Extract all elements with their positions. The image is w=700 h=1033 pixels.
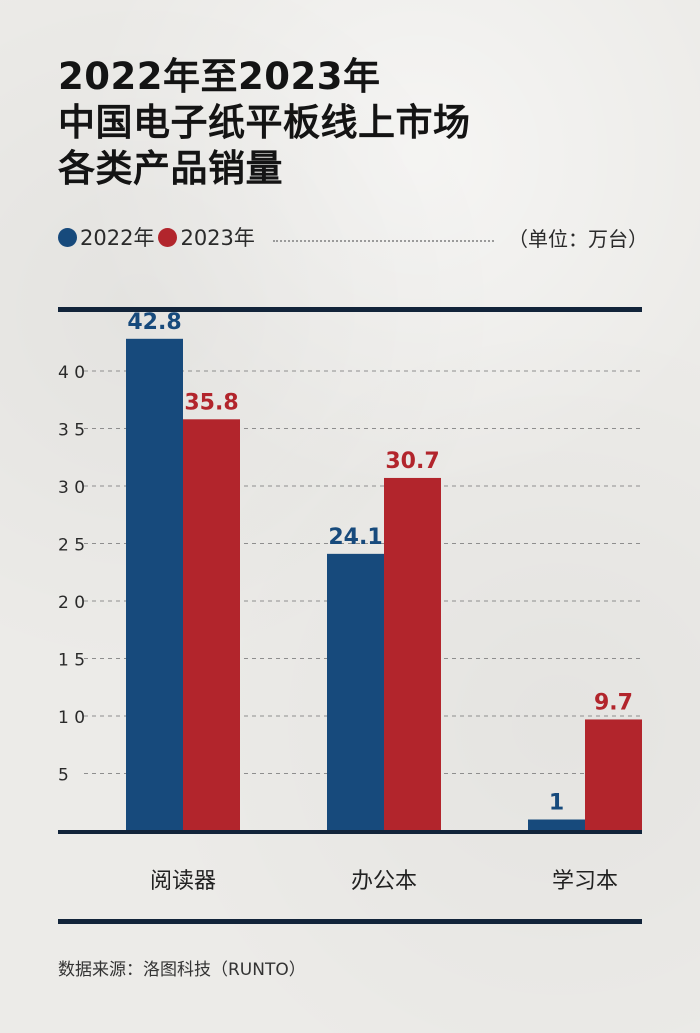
y-tick-label-25: 2 5 [58, 536, 85, 556]
legend-dotted-divider [272, 240, 494, 242]
value-label-2023年-阅读器: 35.8 [184, 390, 238, 415]
category-label-办公本: 办公本 [351, 869, 417, 894]
title-line-2: 中国电子纸平板线上市场 [58, 101, 471, 144]
y-tick-label-30: 3 0 [58, 478, 85, 498]
title-line-1: 2022年至2023年 [58, 55, 381, 98]
bar-2023年-阅读器 [183, 419, 240, 831]
y-tick-label-10: 1 0 [58, 708, 85, 728]
category-label-学习本: 学习本 [552, 869, 618, 894]
value-label-2023年-学习本: 9.7 [594, 690, 633, 715]
value-label-2022年-阅读器: 42.8 [127, 310, 181, 335]
value-label-2023年-办公本: 30.7 [385, 449, 439, 474]
legend-item-2022: 2022年 [58, 222, 154, 252]
bar-2022年-学习本 [528, 819, 585, 831]
y-tick-label-5: 5 [58, 766, 69, 786]
category-label-阅读器: 阅读器 [150, 869, 216, 894]
y-tick-label-15: 1 5 [58, 651, 85, 671]
value-label-2022年-办公本: 24.1 [328, 525, 382, 550]
legend-dot-2022 [58, 227, 77, 247]
legend-dot-2023 [158, 227, 178, 247]
top-rule [58, 307, 642, 312]
source-note: 数据来源：洛图科技（RUNTO） [58, 960, 306, 980]
x-axis-baseline [58, 830, 642, 834]
bottom-rule [58, 919, 642, 924]
bar-2022年-办公本 [327, 553, 384, 831]
bar-2023年-办公本 [384, 477, 441, 831]
bar-2022年-阅读器 [126, 338, 183, 831]
legend: 2022年 2023年 （单位：万台） [58, 222, 648, 252]
legend-item-2023: 2023年 [158, 222, 255, 252]
legend-label-2022: 2022年 [80, 226, 155, 250]
chart-title: 2022年至2023年 中国电子纸平板线上市场 各类产品销量 [58, 54, 471, 192]
title-line-3: 各类产品销量 [58, 147, 283, 190]
y-tick-label-35: 3 5 [58, 421, 85, 441]
y-tick-label-20: 2 0 [58, 593, 85, 613]
unit-label: （单位：万台） [508, 226, 648, 251]
y-tick-label-40: 4 0 [58, 363, 85, 383]
bar-2023年-学习本 [585, 719, 642, 831]
value-label-2022年-学习本: 1 [549, 791, 564, 816]
legend-label-2023: 2023年 [180, 226, 255, 250]
